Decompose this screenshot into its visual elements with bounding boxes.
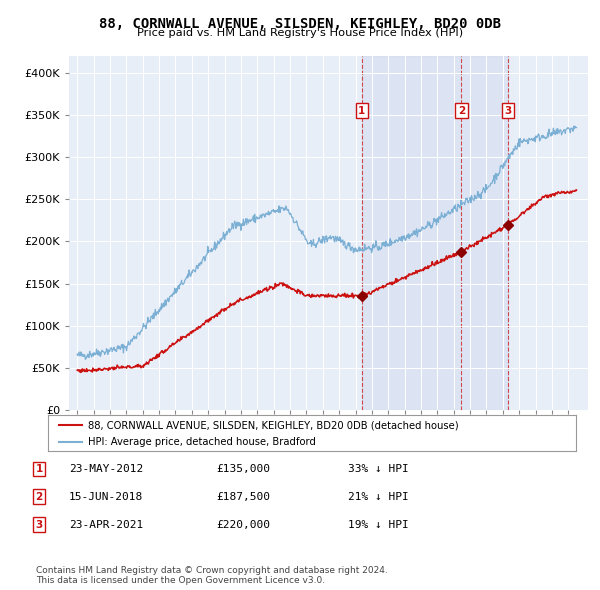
- Bar: [362, 56, 508, 410]
- Text: 88, CORNWALL AVENUE, SILSDEN, KEIGHLEY, BD20 0DB: 88, CORNWALL AVENUE, SILSDEN, KEIGHLEY, …: [99, 17, 501, 31]
- Text: 3: 3: [35, 520, 43, 529]
- Text: £135,000: £135,000: [216, 464, 270, 474]
- Text: £220,000: £220,000: [216, 520, 270, 529]
- Text: 1: 1: [35, 464, 43, 474]
- Text: 3: 3: [505, 106, 512, 116]
- Text: HPI: Average price, detached house, Bradford: HPI: Average price, detached house, Brad…: [88, 437, 316, 447]
- Text: 15-JUN-2018: 15-JUN-2018: [69, 492, 143, 502]
- Text: 19% ↓ HPI: 19% ↓ HPI: [348, 520, 409, 529]
- Text: Contains HM Land Registry data © Crown copyright and database right 2024.
This d: Contains HM Land Registry data © Crown c…: [36, 566, 388, 585]
- Text: 21% ↓ HPI: 21% ↓ HPI: [348, 492, 409, 502]
- Text: 2: 2: [458, 106, 465, 116]
- Text: £187,500: £187,500: [216, 492, 270, 502]
- Text: 23-MAY-2012: 23-MAY-2012: [69, 464, 143, 474]
- Text: 88, CORNWALL AVENUE, SILSDEN, KEIGHLEY, BD20 0DB (detached house): 88, CORNWALL AVENUE, SILSDEN, KEIGHLEY, …: [88, 420, 458, 430]
- Text: 33% ↓ HPI: 33% ↓ HPI: [348, 464, 409, 474]
- Text: 1: 1: [358, 106, 365, 116]
- Text: 23-APR-2021: 23-APR-2021: [69, 520, 143, 529]
- Text: 2: 2: [35, 492, 43, 502]
- Text: Price paid vs. HM Land Registry's House Price Index (HPI): Price paid vs. HM Land Registry's House …: [137, 28, 463, 38]
